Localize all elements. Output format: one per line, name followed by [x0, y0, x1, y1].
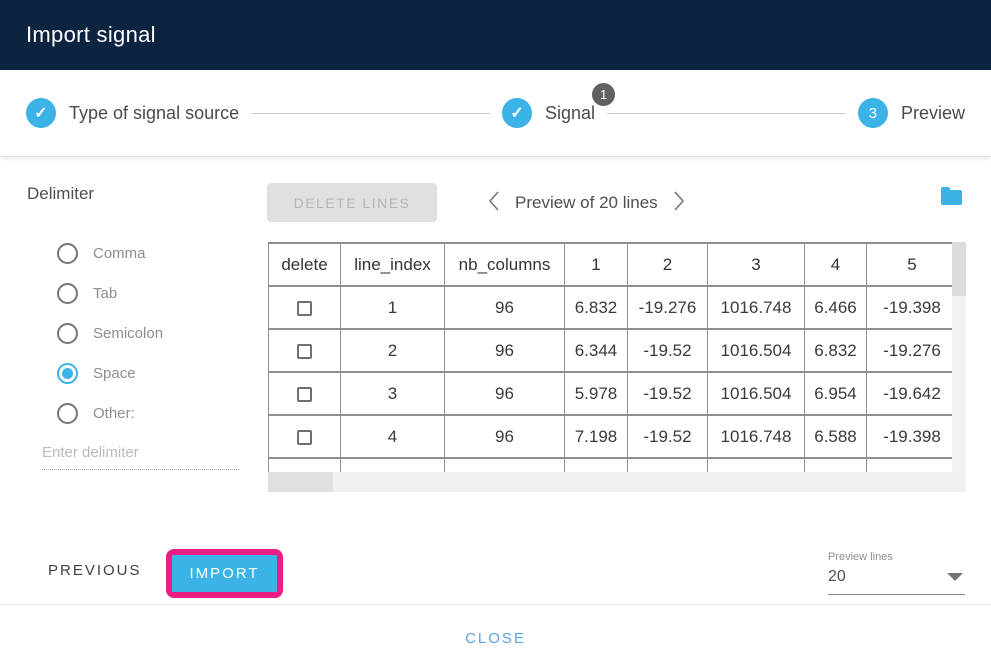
- preview-lines-select[interactable]: Preview lines 20: [828, 551, 965, 595]
- cell-value: -19.642: [866, 371, 958, 416]
- radio-comma[interactable]: Comma: [57, 233, 247, 273]
- delete-row-checkbox[interactable]: [297, 386, 312, 402]
- cell-value: 6.954: [804, 371, 867, 416]
- cell-value: 6.832: [804, 328, 867, 373]
- table-header-row: delete line_index nb_columns 1 2 3 4 5: [268, 242, 958, 287]
- table-row: 1 96 6.832 -19.276 1016.748 6.466 -19.39…: [268, 285, 958, 330]
- table-row-partial: [268, 457, 958, 472]
- import-button-highlight: IMPORT: [166, 549, 283, 598]
- step-label: Preview: [900, 102, 965, 123]
- column-header: line_index: [340, 242, 445, 287]
- radio-other[interactable]: Other:: [57, 393, 247, 433]
- radio-icon: [57, 402, 78, 424]
- cell-value: 7.198: [564, 414, 628, 459]
- signal-count-badge: 1: [590, 80, 618, 108]
- open-file-button[interactable]: [941, 187, 963, 205]
- preview-pagination: Preview of 20 lines: [488, 183, 685, 222]
- cell-nb-columns: 96: [444, 285, 565, 330]
- vertical-scrollbar[interactable]: [952, 242, 966, 472]
- step-preview[interactable]: 3 Preview: [857, 98, 965, 128]
- cell-value: -19.276: [866, 328, 958, 373]
- chevron-left-icon: [488, 190, 500, 215]
- folder-icon: [941, 187, 962, 205]
- preview-nav-label: Preview of 20 lines: [515, 192, 658, 212]
- delimiter-radio-group: Comma Tab Semicolon Space Other:: [57, 233, 247, 433]
- previous-page-button[interactable]: [488, 190, 500, 215]
- cell-line-index: 3: [340, 371, 445, 416]
- delete-row-checkbox[interactable]: [297, 429, 312, 445]
- table-row: 3 96 5.978 -19.52 1016.504 6.954 -19.642: [268, 371, 958, 416]
- column-header: nb_columns: [444, 242, 565, 287]
- cell-value: -19.276: [627, 285, 708, 330]
- close-button[interactable]: CLOSE: [465, 630, 526, 647]
- chevron-right-icon: [673, 190, 685, 215]
- cell-value: -19.52: [627, 414, 708, 459]
- cell-nb-columns: 96: [444, 371, 565, 416]
- cell-value: -19.52: [627, 371, 708, 416]
- step-completed-check-icon: ✓: [502, 98, 533, 128]
- radio-tab[interactable]: Tab: [57, 273, 247, 313]
- preview-table-container: delete line_index nb_columns 1 2 3 4 5 1…: [268, 242, 958, 472]
- wizard-stepper: ✓ Type of signal source ✓ Signal 1 3 Pre…: [0, 70, 991, 157]
- preview-lines-value: 20: [828, 568, 846, 585]
- cell-value: -19.398: [866, 414, 958, 459]
- dialog-header: Import signal: [0, 0, 991, 70]
- cell-value: 6.588: [804, 414, 867, 459]
- delete-row-checkbox[interactable]: [297, 300, 312, 316]
- cell-value: 1016.748: [707, 285, 805, 330]
- cell-value: 1016.504: [707, 371, 805, 416]
- radio-icon: [57, 282, 78, 304]
- horizontal-scrollbar-thumb[interactable]: [268, 472, 333, 492]
- radio-semicolon[interactable]: Semicolon: [57, 313, 247, 353]
- cell-nb-columns: 96: [444, 414, 565, 459]
- delete-row-checkbox[interactable]: [297, 343, 312, 359]
- stepper-connector: [251, 112, 491, 114]
- column-header: 1: [564, 242, 628, 287]
- stepper-connector: [607, 112, 846, 114]
- cell-nb-columns: 96: [444, 328, 565, 373]
- cell-line-index: 4: [340, 414, 445, 459]
- cell-value: -19.52: [627, 328, 708, 373]
- step-label: Signal: [545, 102, 596, 123]
- delete-lines-button[interactable]: DELETE LINES: [267, 183, 437, 222]
- cell-value: 5.978: [564, 371, 628, 416]
- step-type-of-signal-source[interactable]: ✓ Type of signal source: [26, 98, 239, 128]
- radio-icon: [57, 322, 78, 344]
- table-row: 2 96 6.344 -19.52 1016.504 6.832 -19.276: [268, 328, 958, 373]
- footer-divider: [0, 604, 991, 605]
- table-row: 4 96 7.198 -19.52 1016.748 6.588 -19.398: [268, 414, 958, 459]
- cell-value: 6.344: [564, 328, 628, 373]
- cell-value: 1016.748: [707, 414, 805, 459]
- next-page-button[interactable]: [673, 190, 685, 215]
- column-header: 5: [866, 242, 958, 287]
- column-header: 3: [707, 242, 805, 287]
- column-header: delete: [268, 242, 341, 287]
- radio-icon: [57, 242, 78, 264]
- import-button[interactable]: IMPORT: [172, 555, 277, 592]
- previous-button[interactable]: PREVIOUS: [48, 562, 142, 579]
- step-completed-check-icon: ✓: [26, 98, 56, 128]
- cell-line-index: 1: [340, 285, 445, 330]
- horizontal-scrollbar[interactable]: [268, 472, 966, 492]
- cell-value: 6.466: [804, 285, 867, 330]
- step-label: Type of signal source: [69, 102, 240, 123]
- step-signal[interactable]: ✓ Signal 1: [502, 80, 618, 128]
- step-number-icon: 3: [857, 98, 888, 128]
- preview-lines-label: Preview lines: [828, 551, 893, 563]
- cell-value: 6.832: [564, 285, 628, 330]
- vertical-scrollbar-thumb[interactable]: [952, 242, 966, 296]
- radio-space[interactable]: Space: [57, 353, 247, 393]
- column-header: 2: [627, 242, 708, 287]
- radio-icon: [57, 362, 78, 384]
- chevron-down-icon: [947, 573, 963, 581]
- cell-value: -19.398: [866, 285, 958, 330]
- dialog-title: Import signal: [26, 22, 156, 47]
- preview-table: delete line_index nb_columns 1 2 3 4 5 1…: [268, 242, 958, 472]
- delimiter-heading: Delimiter: [27, 184, 95, 203]
- cell-line-index: 2: [340, 328, 445, 373]
- cell-value: 1016.504: [707, 328, 805, 373]
- delimiter-input[interactable]: [42, 444, 239, 470]
- column-header: 4: [804, 242, 867, 287]
